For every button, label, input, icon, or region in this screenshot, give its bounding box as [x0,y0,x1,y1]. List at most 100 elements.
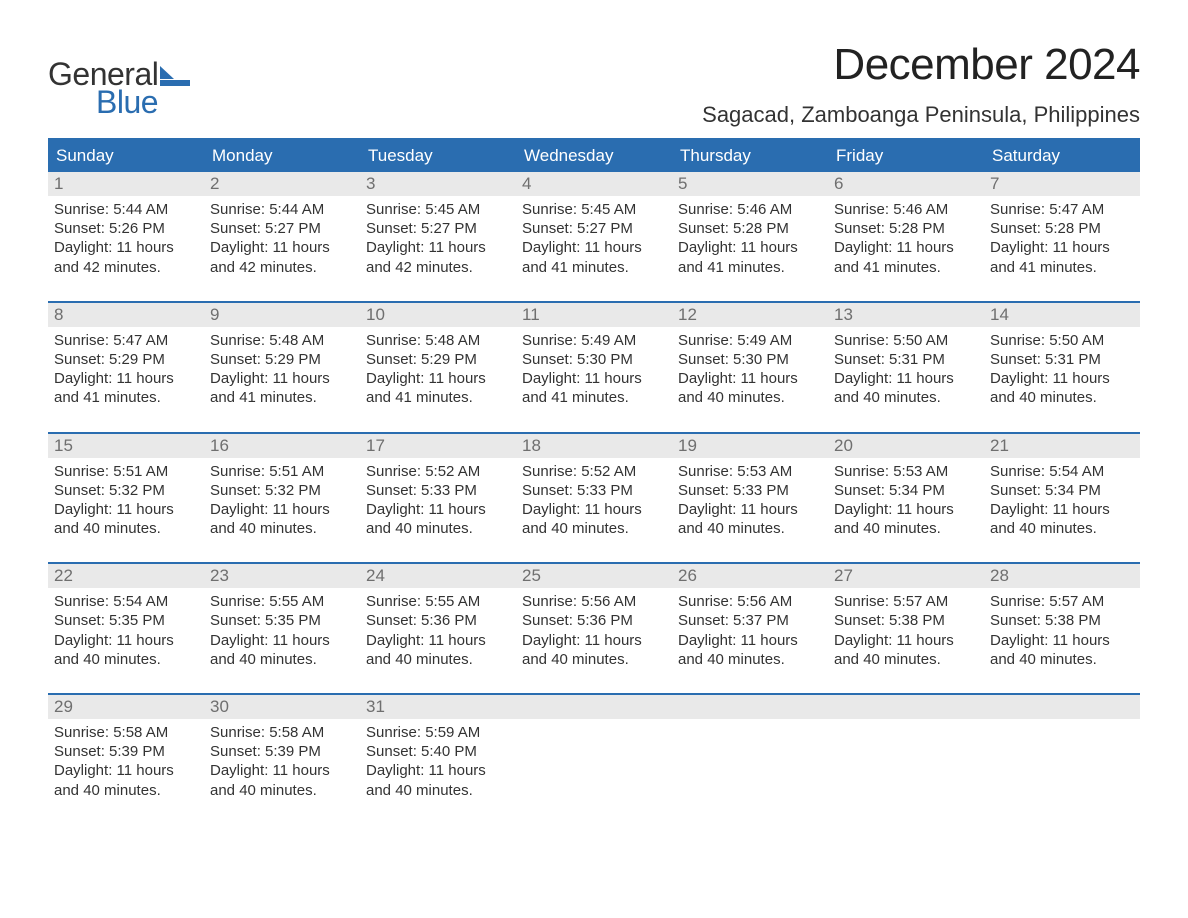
day-number: 6 [828,172,984,196]
day-number: 16 [204,434,360,458]
calendar-daybody-row: Sunrise: 5:51 AMSunset: 5:32 PMDaylight:… [48,458,1140,563]
day-number: 21 [984,434,1140,458]
sunset-text: Sunset: 5:39 PM [54,742,198,761]
day-cell: Sunrise: 5:51 AMSunset: 5:32 PMDaylight:… [48,458,204,563]
day-cell: Sunrise: 5:44 AMSunset: 5:27 PMDaylight:… [204,196,360,301]
day-number: 13 [828,303,984,327]
day-number: 27 [828,564,984,588]
day-number: 25 [516,564,672,588]
day-number: 23 [204,564,360,588]
day-number: 4 [516,172,672,196]
daylight-text-2: and 40 minutes. [834,519,978,538]
day-number: 18 [516,434,672,458]
day-number: 22 [48,564,204,588]
daylight-text-2: and 41 minutes. [990,258,1134,277]
day-cell: Sunrise: 5:52 AMSunset: 5:33 PMDaylight:… [360,458,516,563]
day-cell: Sunrise: 5:46 AMSunset: 5:28 PMDaylight:… [828,196,984,301]
daylight-text-2: and 40 minutes. [366,781,510,800]
day-number: 14 [984,303,1140,327]
daylight-text-1: Daylight: 11 hours [834,631,978,650]
daylight-text-1: Daylight: 11 hours [678,631,822,650]
daylight-text-1: Daylight: 11 hours [210,500,354,519]
day-cell: Sunrise: 5:56 AMSunset: 5:36 PMDaylight:… [516,588,672,693]
day-cell: Sunrise: 5:53 AMSunset: 5:34 PMDaylight:… [828,458,984,563]
daylight-text-2: and 40 minutes. [210,519,354,538]
daylight-text-1: Daylight: 11 hours [678,369,822,388]
sunset-text: Sunset: 5:33 PM [366,481,510,500]
daylight-text-1: Daylight: 11 hours [210,369,354,388]
daylight-text-1: Daylight: 11 hours [366,369,510,388]
page-header: General Blue December 2024 Sagacad, Zamb… [48,40,1140,128]
day-number: 19 [672,434,828,458]
sunrise-text: Sunrise: 5:51 AM [210,462,354,481]
daylight-text-1: Daylight: 11 hours [990,369,1134,388]
day-cell: Sunrise: 5:51 AMSunset: 5:32 PMDaylight:… [204,458,360,563]
logo-text-blue: Blue [96,86,190,118]
day-cell: Sunrise: 5:57 AMSunset: 5:38 PMDaylight:… [984,588,1140,693]
calendar-daybody-row: Sunrise: 5:44 AMSunset: 5:26 PMDaylight:… [48,196,1140,301]
day-cell [672,719,828,824]
daylight-text-2: and 40 minutes. [210,650,354,669]
daylight-text-2: and 40 minutes. [210,781,354,800]
sunrise-text: Sunrise: 5:44 AM [210,200,354,219]
dayhead-sunday: Sunday [48,140,204,172]
sunset-text: Sunset: 5:38 PM [990,611,1134,630]
sunrise-text: Sunrise: 5:55 AM [366,592,510,611]
day-number [828,695,984,719]
sunset-text: Sunset: 5:36 PM [366,611,510,630]
daylight-text-1: Daylight: 11 hours [834,238,978,257]
daylight-text-1: Daylight: 11 hours [366,631,510,650]
daylight-text-2: and 41 minutes. [522,388,666,407]
calendar-daybody-row: Sunrise: 5:47 AMSunset: 5:29 PMDaylight:… [48,327,1140,432]
day-cell: Sunrise: 5:48 AMSunset: 5:29 PMDaylight:… [204,327,360,432]
day-cell: Sunrise: 5:45 AMSunset: 5:27 PMDaylight:… [516,196,672,301]
sunset-text: Sunset: 5:35 PM [210,611,354,630]
day-number: 3 [360,172,516,196]
daylight-text-1: Daylight: 11 hours [366,238,510,257]
daylight-text-2: and 40 minutes. [522,519,666,538]
day-cell [516,719,672,824]
dayhead-friday: Friday [828,140,984,172]
day-cell: Sunrise: 5:54 AMSunset: 5:34 PMDaylight:… [984,458,1140,563]
day-number: 31 [360,695,516,719]
calendar-daybody-row: Sunrise: 5:58 AMSunset: 5:39 PMDaylight:… [48,719,1140,824]
sunset-text: Sunset: 5:28 PM [834,219,978,238]
dayhead-thursday: Thursday [672,140,828,172]
daylight-text-2: and 40 minutes. [990,388,1134,407]
daylight-text-2: and 41 minutes. [54,388,198,407]
title-block: December 2024 Sagacad, Zamboanga Peninsu… [702,40,1140,128]
sunset-text: Sunset: 5:32 PM [210,481,354,500]
daylight-text-2: and 40 minutes. [990,650,1134,669]
sunrise-text: Sunrise: 5:44 AM [54,200,198,219]
sunset-text: Sunset: 5:37 PM [678,611,822,630]
day-number: 15 [48,434,204,458]
dayhead-tuesday: Tuesday [360,140,516,172]
sunset-text: Sunset: 5:38 PM [834,611,978,630]
sunrise-text: Sunrise: 5:55 AM [210,592,354,611]
sunset-text: Sunset: 5:33 PM [522,481,666,500]
day-number: 30 [204,695,360,719]
day-number: 7 [984,172,1140,196]
sunset-text: Sunset: 5:34 PM [990,481,1134,500]
sunrise-text: Sunrise: 5:57 AM [834,592,978,611]
day-number: 29 [48,695,204,719]
daylight-text-2: and 42 minutes. [366,258,510,277]
sunset-text: Sunset: 5:28 PM [990,219,1134,238]
day-cell: Sunrise: 5:45 AMSunset: 5:27 PMDaylight:… [360,196,516,301]
day-number [672,695,828,719]
daylight-text-2: and 41 minutes. [522,258,666,277]
sunrise-text: Sunrise: 5:56 AM [678,592,822,611]
day-number: 2 [204,172,360,196]
daylight-text-1: Daylight: 11 hours [834,369,978,388]
day-cell: Sunrise: 5:58 AMSunset: 5:39 PMDaylight:… [48,719,204,824]
day-cell: Sunrise: 5:49 AMSunset: 5:30 PMDaylight:… [516,327,672,432]
day-number: 20 [828,434,984,458]
sunrise-text: Sunrise: 5:49 AM [522,331,666,350]
day-cell: Sunrise: 5:57 AMSunset: 5:38 PMDaylight:… [828,588,984,693]
daylight-text-1: Daylight: 11 hours [54,500,198,519]
sunrise-text: Sunrise: 5:54 AM [990,462,1134,481]
calendar-daynum-row: 293031 [48,693,1140,719]
daylight-text-1: Daylight: 11 hours [990,238,1134,257]
daylight-text-1: Daylight: 11 hours [366,500,510,519]
sunrise-text: Sunrise: 5:56 AM [522,592,666,611]
